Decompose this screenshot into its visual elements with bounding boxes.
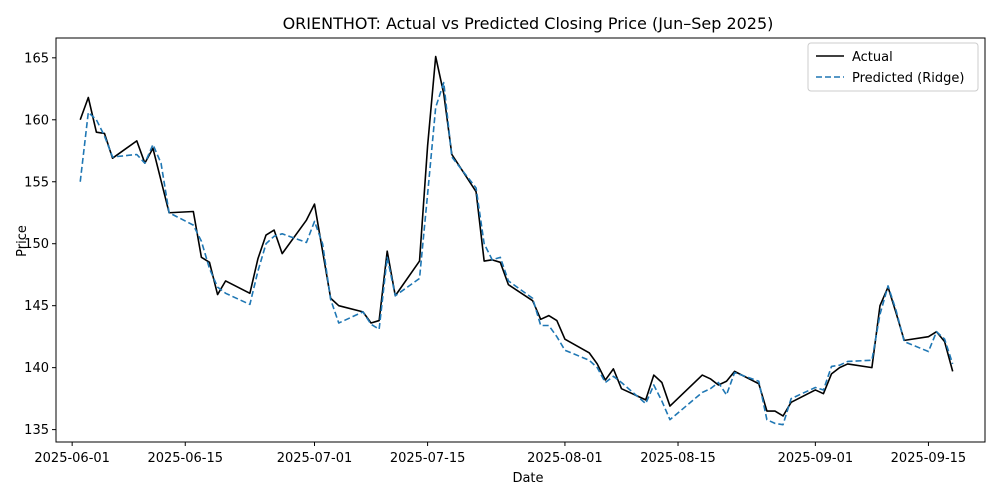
y-axis-label: Price bbox=[15, 225, 30, 257]
y-tick-label: 155 bbox=[24, 175, 49, 190]
x-axis: 2025-06-01 2025-06-15 2025-07-01 2025-07-15… bbox=[34, 442, 966, 466]
y-axis: 135 140 145 150 155 160 165 bbox=[24, 51, 56, 438]
x-tick-label: 2025-09-01 bbox=[778, 451, 854, 466]
y-tick-label: 165 bbox=[24, 51, 49, 66]
chart-title: ORIENTHOT: Actual vs Predicted Closing P… bbox=[283, 14, 774, 33]
x-tick-label: 2025-08-15 bbox=[640, 451, 716, 466]
y-tick-label: 140 bbox=[24, 361, 49, 376]
x-tick-label: 2025-06-15 bbox=[147, 451, 223, 466]
y-tick-label: 135 bbox=[24, 423, 49, 438]
x-tick-label: 2025-06-01 bbox=[34, 451, 110, 466]
series-line-predicted bbox=[79, 81, 954, 426]
x-tick-label: 2025-07-15 bbox=[390, 451, 466, 466]
series-line-actual bbox=[79, 55, 954, 417]
y-tick-label: 160 bbox=[24, 113, 49, 128]
y-tick-label: 145 bbox=[24, 299, 49, 314]
legend-label-actual: Actual bbox=[852, 50, 893, 65]
x-tick-label: 2025-08-01 bbox=[527, 451, 603, 466]
legend-label-predicted: Predicted (Ridge) bbox=[852, 71, 964, 86]
series-layer bbox=[79, 55, 954, 426]
legend: Actual Predicted (Ridge) bbox=[807, 42, 979, 92]
legend-box bbox=[807, 42, 979, 92]
y-tick-label: 150 bbox=[24, 237, 49, 252]
x-tick-label: 2025-09-15 bbox=[891, 451, 967, 466]
x-axis-label: Date bbox=[512, 471, 543, 486]
axes-frame bbox=[55, 37, 986, 443]
plot-area bbox=[55, 37, 986, 443]
x-tick-label: 2025-07-01 bbox=[277, 451, 353, 466]
